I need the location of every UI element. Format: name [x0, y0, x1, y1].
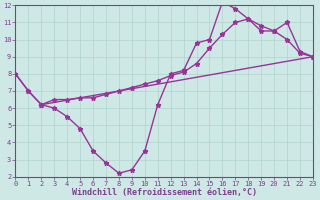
X-axis label: Windchill (Refroidissement éolien,°C): Windchill (Refroidissement éolien,°C) [72, 188, 257, 197]
